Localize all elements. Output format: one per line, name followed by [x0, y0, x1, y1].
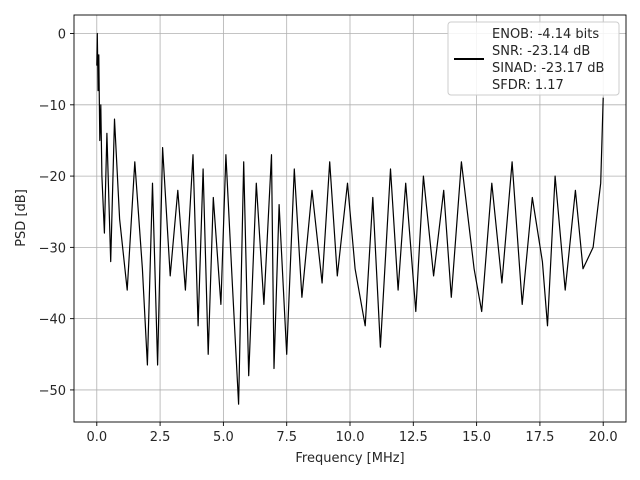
ticks: 0.0 2.5 5.0 7.5 10.0 12.5 15.0 17.5 20.0 0 −10 −20 −… [39, 28, 618, 445]
legend-entry-enob: ENOB: -4.14 bits [492, 27, 599, 42]
x-tick-label: 7.5 [276, 430, 297, 445]
x-tick-label: 15.0 [462, 430, 491, 445]
x-tick-label: 0.0 [86, 430, 107, 445]
data-series [96, 32, 604, 405]
y-tick-label: 0 [58, 28, 66, 43]
x-tick-label: 17.5 [525, 430, 554, 445]
y-axis-label: PSD [dB] [14, 189, 29, 247]
legend-box [447, 21, 620, 96]
x-tick-label: 20.0 [589, 430, 618, 445]
legend-entry-sfdr: SFDR: 1.17 [492, 78, 564, 93]
y-tick-label: −30 [39, 241, 66, 256]
x-tick-label: 12.5 [399, 430, 428, 445]
y-tick-label: −40 [39, 313, 66, 328]
y-tick-label: −20 [39, 170, 66, 185]
x-tick-label: 2.5 [150, 430, 171, 445]
psd-series-line [96, 32, 604, 405]
legend-entry-sinad: SINAD: -23.17 dB [492, 61, 604, 76]
legend-entry-snr: SNR: -23.14 dB [492, 44, 590, 59]
x-axis-label: Frequency [MHz] [295, 451, 404, 466]
y-tick-label: −50 [39, 384, 66, 399]
y-tick-label: −10 [39, 99, 66, 114]
x-tick-label: 10.0 [336, 430, 365, 445]
x-tick-label: 5.0 [213, 430, 234, 445]
legend: ENOB: -4.14 bits SNR: -23.14 dB SINAD: -… [447, 21, 620, 96]
